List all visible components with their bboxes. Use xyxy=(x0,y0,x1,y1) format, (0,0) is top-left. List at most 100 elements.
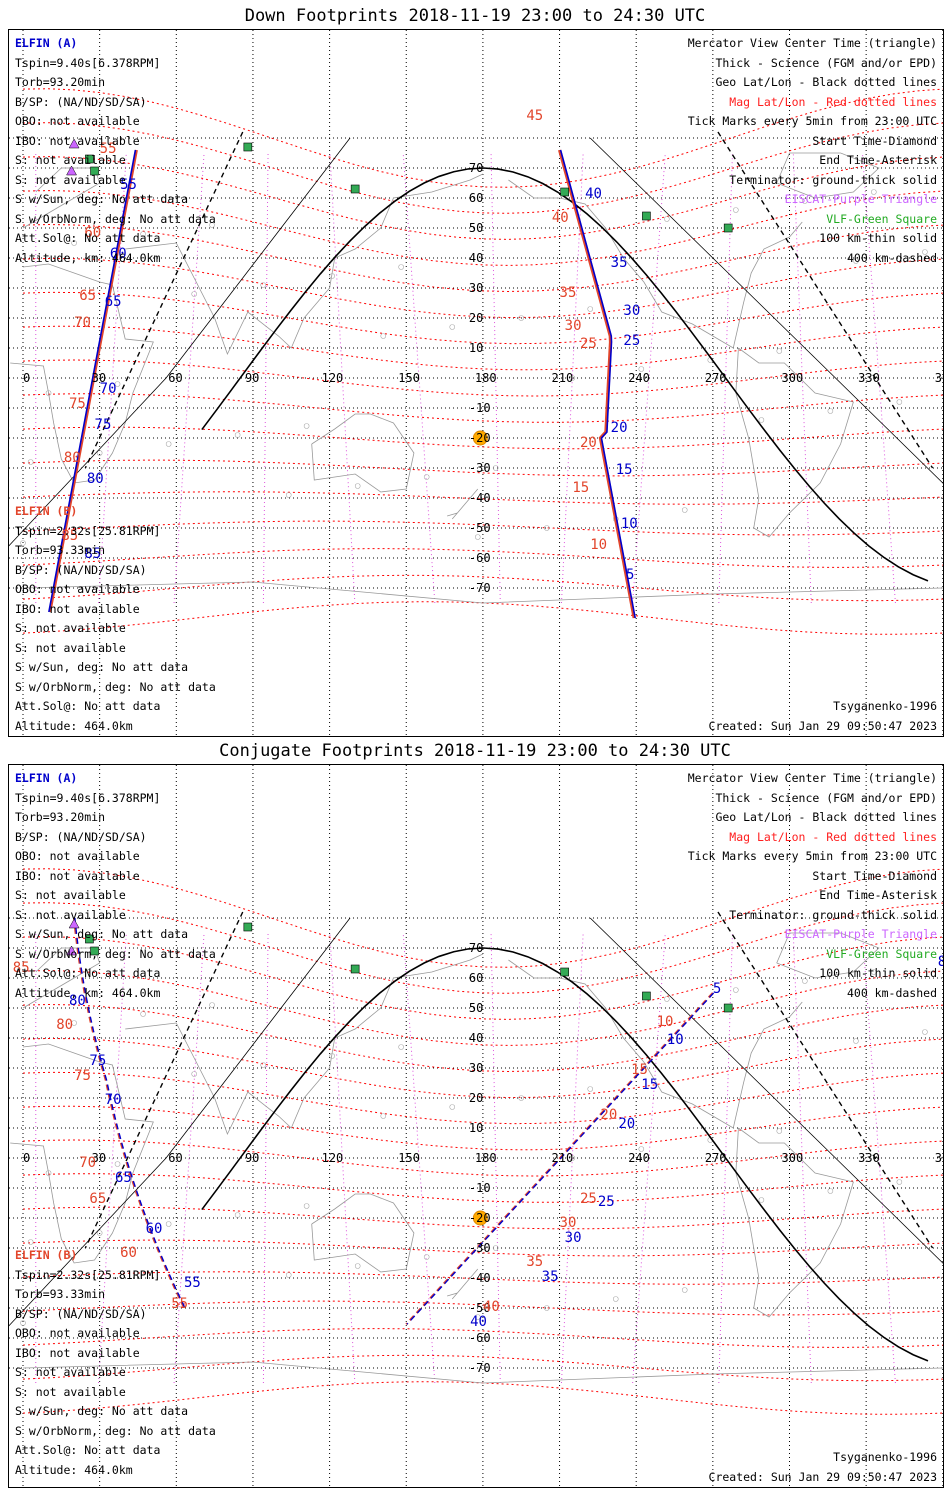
island xyxy=(681,1287,688,1293)
vlf-square xyxy=(560,967,569,977)
coastline xyxy=(22,1361,943,1384)
elfin-a-tick-label: 40 xyxy=(470,1314,487,1330)
lon-label: 300 xyxy=(782,371,804,385)
created-label: Created: Sun Jan 29 09:50:47 2023 xyxy=(708,1470,937,1484)
elfin-a-tick-label: 20 xyxy=(618,1116,635,1132)
elfin-a-line: B/SP: (NA/ND/SD/SA) xyxy=(15,94,147,109)
lon-label: 210 xyxy=(552,1151,574,1165)
legend-item: End Time-Asterisk xyxy=(819,888,937,902)
lat-label: 60 xyxy=(469,971,483,985)
elfin-b-track xyxy=(558,149,636,619)
lat-label: -70 xyxy=(469,1361,491,1375)
elfin-a-info: ELFIN (A) Tspin=9.40s[6.378RPM] Torb=93.2… xyxy=(15,769,216,1003)
lon-label: 60 xyxy=(168,371,182,385)
island xyxy=(827,408,834,414)
island xyxy=(569,375,576,381)
elfin-a-tick-label: 30 xyxy=(565,1230,582,1246)
island xyxy=(27,1239,34,1245)
lat-label: 30 xyxy=(469,1061,483,1075)
elfin-b-tick-label: 35 xyxy=(526,1254,543,1270)
vlf-square xyxy=(90,946,99,956)
island xyxy=(209,1002,215,1008)
elfin-b-line: Tspin=2.32s[25.81RPM] xyxy=(15,1267,161,1282)
island xyxy=(474,534,481,540)
legend-item: Thick - Science (FGM and/or EPD) xyxy=(715,55,937,70)
elfin-a-line: Tspin=9.40s[6.378RPM] xyxy=(15,55,161,70)
sun-icon xyxy=(472,1210,488,1226)
legend-item: Tick Marks every 5min from 23:00 UTC xyxy=(687,114,937,128)
elfin-b-line: S: not available xyxy=(15,1365,126,1379)
lat-label: -50 xyxy=(469,521,491,535)
island xyxy=(165,441,172,447)
terminator-100km-east xyxy=(589,917,943,1264)
mag-parallel xyxy=(22,1206,943,1230)
coastlines xyxy=(10,152,943,604)
island xyxy=(474,1314,481,1320)
lat-label: 20 xyxy=(469,311,483,325)
island xyxy=(114,1161,121,1167)
island xyxy=(423,1254,430,1260)
elfin-a-line: Tspin=9.40s[6.378RPM] xyxy=(15,790,161,805)
legend-item: 100 km-thin solid xyxy=(819,966,937,980)
island xyxy=(398,264,404,270)
elfin-b-tick-label: 35 xyxy=(560,285,577,301)
lat-label: 70 xyxy=(469,941,483,955)
terminator-ground xyxy=(201,167,929,582)
lon-label: 90 xyxy=(245,1151,259,1165)
elfin-a-tick-label: 65 xyxy=(105,294,122,310)
island xyxy=(71,240,77,246)
conjugate-footprints-panel: 0 30 60 90 120 150 180 210 240 270 300 330 360 70 60 50… xyxy=(8,764,944,1488)
elfin-a-tick-label: 15 xyxy=(616,462,633,478)
elfin-a-line: Altitude, km: 464.0km xyxy=(15,985,161,1000)
lat-label: -20 xyxy=(469,431,491,445)
elfin-a-tick-label: 10 xyxy=(621,516,638,532)
lat-label: 40 xyxy=(469,1031,483,1045)
lat-label: -70 xyxy=(469,581,491,595)
vlf-square xyxy=(350,964,360,974)
elfin-a-line: IBO: not available xyxy=(15,133,140,148)
elfin-a-tick-label: 25 xyxy=(623,333,640,349)
elfin-b-line: S: not available xyxy=(15,1384,126,1399)
island xyxy=(209,222,215,228)
elfin-b-line: Tspin=2.32s[25.81RPM] xyxy=(15,523,161,538)
mag-parallel xyxy=(22,325,943,371)
elfin-a-line: S: not available xyxy=(15,153,126,167)
axis-labels: 0 30 60 90 120 150 180 210 240 270 300 330 360 70 60 50… xyxy=(23,941,943,1375)
lon-label: 270 xyxy=(705,1151,727,1165)
elfin-b-tick-label: 10 xyxy=(657,1014,674,1030)
elfin-a-tick-label: 25 xyxy=(598,1194,615,1210)
geo-grid xyxy=(9,765,943,1487)
island xyxy=(827,1188,834,1194)
elfin-b-name: ELFIN (B) xyxy=(15,1248,78,1262)
elfin-b-line: OBO: not available xyxy=(15,582,140,596)
elfin-b-info: ELFIN (B) Tspin=2.32s[25.81RPM] Torb=93.3… xyxy=(15,1246,216,1480)
lon-label: 120 xyxy=(322,1151,344,1165)
vlf-square xyxy=(723,1003,733,1013)
elfin-a-line: IBO: not available xyxy=(15,868,140,883)
lat-label: 20 xyxy=(469,1091,483,1105)
mag-parallel xyxy=(22,1239,943,1257)
lon-label: 180 xyxy=(475,1151,497,1165)
lon-label: 330 xyxy=(858,1151,880,1165)
elfin-b-tick-label: 55 xyxy=(171,1296,188,1312)
lon-label: 180 xyxy=(475,371,497,385)
lon-label: 0 xyxy=(23,1151,30,1165)
elfin-b-line: S: not available xyxy=(15,640,126,655)
island xyxy=(733,207,739,213)
elfin-a-tick-label: 30 xyxy=(623,303,640,319)
elfin-b-tick-label: 70 xyxy=(74,315,91,331)
coastline xyxy=(22,167,101,229)
lat-label: 70 xyxy=(469,161,483,175)
island xyxy=(664,996,670,1002)
elfin-b-tick-label: 85 xyxy=(13,960,30,976)
elfin-b-line: B/SP: (NA/ND/SD/SA) xyxy=(15,562,147,577)
island xyxy=(96,450,103,456)
island xyxy=(569,1155,576,1161)
elfin-b-tick-label: 40 xyxy=(483,1299,500,1315)
legend-item: Thick - Science (FGM and/or EPD) xyxy=(715,790,937,805)
mag-parallel xyxy=(22,393,943,423)
coastline xyxy=(447,1268,479,1300)
elfin-a-line: S w/OrbNorm, deg: No att data xyxy=(15,211,216,226)
elfin-b-line: IBO: not available xyxy=(15,601,140,616)
island xyxy=(758,417,765,423)
